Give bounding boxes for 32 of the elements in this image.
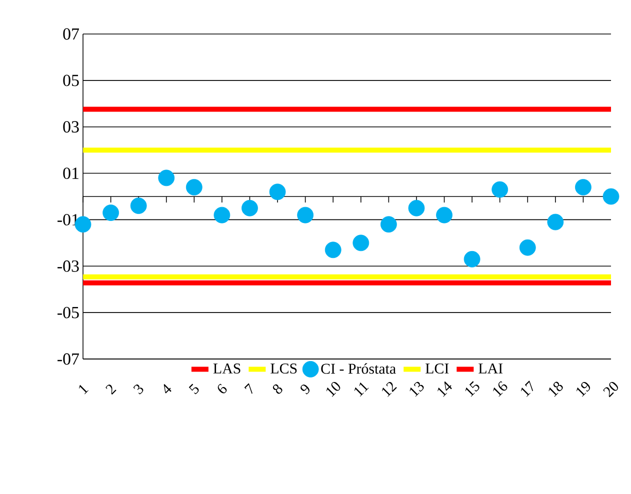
x-tick-label: 18 bbox=[548, 382, 563, 397]
x-tick-label: 17 bbox=[520, 380, 534, 397]
legend-label: LCS bbox=[270, 364, 297, 374]
legend-label: LAS bbox=[213, 364, 240, 374]
x-tick-label: 8 bbox=[272, 384, 282, 394]
x-tick-label: 11 bbox=[354, 382, 369, 397]
x-tick-label: 9 bbox=[300, 384, 310, 394]
x-tick-label: 3 bbox=[133, 384, 144, 394]
x-tick-label: 20 bbox=[603, 382, 618, 398]
x-tick-label: 12 bbox=[382, 382, 397, 397]
x-tick-label: 1 bbox=[78, 384, 89, 394]
x-tick-label: 7 bbox=[244, 383, 252, 394]
x-tick-label: 6 bbox=[218, 384, 227, 394]
x-tick-label: 10 bbox=[326, 382, 340, 397]
y-tick-label: 03 bbox=[63, 121, 79, 133]
y-tick-label: 07 bbox=[63, 28, 79, 40]
x-tick-label: 5 bbox=[188, 384, 199, 394]
y-tick-label: -05 bbox=[58, 306, 79, 318]
y-tick-label: 01 bbox=[63, 168, 78, 179]
legend-label: LCI bbox=[426, 364, 449, 374]
y-tick-label: -03 bbox=[58, 260, 79, 272]
y-tick-label: 05 bbox=[63, 74, 79, 86]
legend-label: LAI bbox=[478, 364, 503, 374]
x-tick-label: 4 bbox=[164, 384, 172, 394]
legend-label: CI - Próstata bbox=[321, 363, 396, 374]
x-tick-label: 19 bbox=[576, 382, 590, 397]
y-tick-label: -07 bbox=[58, 353, 79, 365]
x-tick-label: 13 bbox=[410, 382, 424, 397]
x-tick-label: 14 bbox=[438, 381, 452, 397]
x-tick-label: 15 bbox=[465, 381, 480, 397]
x-tick-label: 2 bbox=[106, 384, 116, 395]
x-tick-label: 16 bbox=[493, 381, 508, 397]
